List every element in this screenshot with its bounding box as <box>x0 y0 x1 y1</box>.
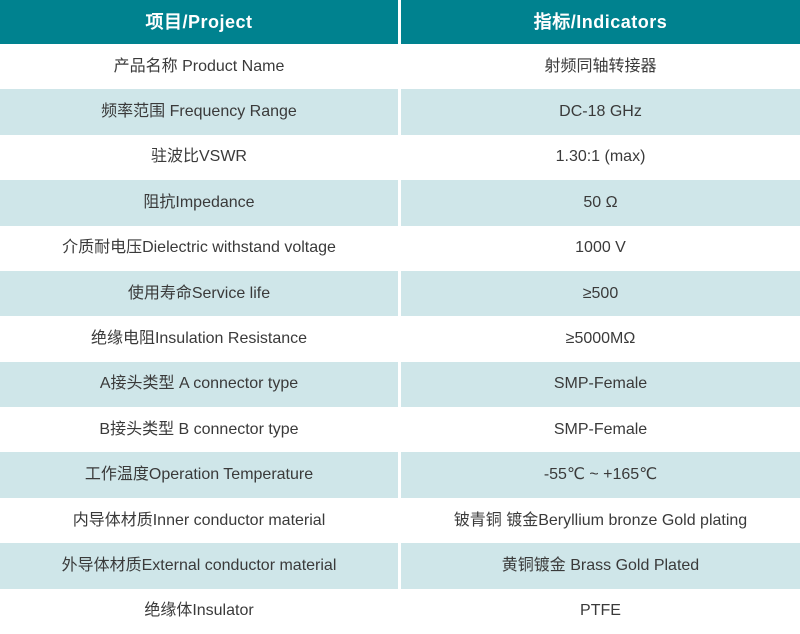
indicator-cell: 50 Ω <box>401 180 800 226</box>
table-row: B接头类型 B connector type SMP-Female <box>0 407 800 453</box>
table-row: 内导体材质Inner conductor material 铍青铜 镀金Bery… <box>0 497 800 544</box>
project-cell: A接头类型 A connector type <box>0 361 398 408</box>
table-row: 驻波比VSWR 1.30:1 (max) <box>0 134 800 181</box>
header-project: 项目/Project <box>0 0 398 44</box>
table-row: 介质耐电压Dielectric withstand voltage 1000 V <box>0 225 800 271</box>
indicator-cell: ≥500 <box>401 270 800 317</box>
table-row: 频率范围 Frequency Range DC-18 GHz <box>0 89 800 135</box>
indicator-cell: DC-18 GHz <box>401 89 800 135</box>
indicator-cell: 1000 V <box>401 225 800 271</box>
header-indicators: 指标/Indicators <box>401 0 800 44</box>
table-header-row: 项目/Project 指标/Indicators <box>0 0 800 44</box>
project-cell: 产品名称 Product Name <box>0 44 398 90</box>
table-row: A接头类型 A connector type SMP-Female <box>0 361 800 408</box>
project-cell: 驻波比VSWR <box>0 134 398 181</box>
indicator-cell: 铍青铜 镀金Beryllium bronze Gold plating <box>401 497 800 544</box>
project-cell: 内导体材质Inner conductor material <box>0 497 398 544</box>
table-row: 产品名称 Product Name 射频同轴转接器 <box>0 44 800 90</box>
project-cell: 使用寿命Service life <box>0 270 398 317</box>
indicator-cell: SMP-Female <box>401 361 800 408</box>
project-cell: 阻抗Impedance <box>0 180 398 226</box>
table-row: 绝缘体Insulator PTFE <box>0 588 800 634</box>
indicator-cell: SMP-Female <box>401 407 800 453</box>
table-row: 使用寿命Service life ≥500 <box>0 270 800 317</box>
indicator-cell: 黄铜镀金 Brass Gold Plated <box>401 543 800 589</box>
project-cell: 绝缘电阻Insulation Resistance <box>0 316 398 362</box>
project-cell: 频率范围 Frequency Range <box>0 89 398 135</box>
indicator-cell: 射频同轴转接器 <box>401 44 800 90</box>
project-cell: 绝缘体Insulator <box>0 588 398 634</box>
indicator-cell: 1.30:1 (max) <box>401 134 800 181</box>
table-row: 阻抗Impedance 50 Ω <box>0 180 800 226</box>
table-row: 外导体材质External conductor material 黄铜镀金 Br… <box>0 543 800 589</box>
table-row: 绝缘电阻Insulation Resistance ≥5000MΩ <box>0 316 800 362</box>
project-cell: 外导体材质External conductor material <box>0 543 398 589</box>
project-cell: B接头类型 B connector type <box>0 407 398 453</box>
table-row: 工作温度Operation Temperature -55℃ ~ +165℃ <box>0 452 800 498</box>
project-cell: 介质耐电压Dielectric withstand voltage <box>0 225 398 271</box>
indicator-cell: PTFE <box>401 588 800 634</box>
indicator-cell: -55℃ ~ +165℃ <box>401 452 800 498</box>
project-cell: 工作温度Operation Temperature <box>0 452 398 498</box>
indicator-cell: ≥5000MΩ <box>401 316 800 362</box>
